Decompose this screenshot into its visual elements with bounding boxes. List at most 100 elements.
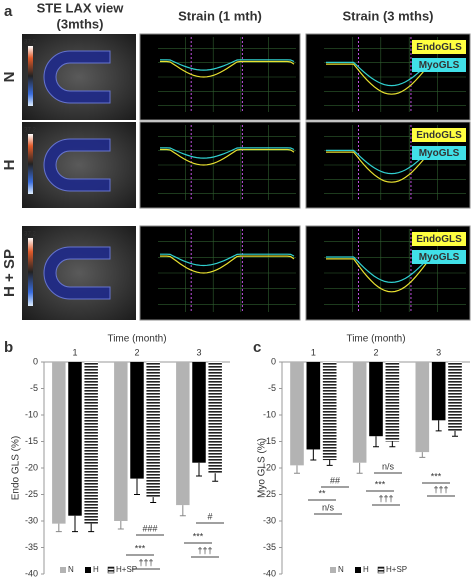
bar <box>385 362 400 442</box>
myocardium <box>43 246 111 300</box>
y-tick-label: -10 <box>25 409 38 419</box>
legend-label: N <box>68 565 74 574</box>
myo-curve <box>160 253 295 267</box>
y-tick-label: -40 <box>25 568 38 578</box>
bar <box>114 362 128 521</box>
significance: ††† <box>197 545 212 555</box>
legend-label: MyoGLS <box>419 252 460 263</box>
error-bar <box>326 460 333 466</box>
legend-swatch <box>377 566 385 574</box>
endo-curve <box>160 60 295 78</box>
y-tick-label: -30 <box>25 515 38 525</box>
significance: *** <box>375 479 386 489</box>
bar <box>306 362 321 450</box>
significance: *** <box>193 531 204 541</box>
legend-box <box>412 232 466 246</box>
y-tick-label: -15 <box>25 436 38 446</box>
y-tick-label: -35 <box>25 542 38 552</box>
x-axis-title: Time (month) <box>346 334 405 345</box>
legend-swatch <box>355 567 361 573</box>
error-bar <box>419 452 426 458</box>
significance: n/s <box>322 502 335 512</box>
bar <box>130 362 144 479</box>
panel-letter: c <box>253 339 261 356</box>
colorbar-label: 37.2 <box>24 128 36 134</box>
bar <box>176 362 190 506</box>
endo-curve <box>160 255 295 274</box>
row-label: N <box>1 72 18 83</box>
error-bar <box>88 523 95 533</box>
row-label: H + SP <box>1 249 18 297</box>
error-bar <box>134 478 140 495</box>
bar <box>352 362 367 463</box>
legend-label: EndoGLS <box>416 234 462 245</box>
x-tick-label: 2 <box>134 347 139 357</box>
column-header: Strain (1 mth) <box>178 8 262 23</box>
x-tick-label: 3 <box>196 347 201 357</box>
significance: ††† <box>433 484 448 494</box>
error-bar <box>373 436 379 448</box>
legend-swatch <box>107 566 115 574</box>
legend-box <box>412 58 466 72</box>
significance: *** <box>431 471 442 481</box>
error-bar <box>310 449 317 461</box>
legend-box <box>412 128 466 142</box>
column-header: (3mths) <box>57 16 104 31</box>
y-tick-label: -25 <box>25 489 38 499</box>
x-axis-title: Time (month) <box>107 334 166 345</box>
y-tick-label: 0 <box>271 356 276 366</box>
column-header: Strain (3 mths) <box>342 8 433 23</box>
legend-label: H+SP <box>116 565 137 574</box>
y-tick-label: -25 <box>263 489 276 499</box>
y-tick-label: -20 <box>25 462 38 472</box>
significance: n/s <box>382 461 395 471</box>
y-tick-label: -10 <box>263 409 276 419</box>
error-bar <box>212 473 219 482</box>
colorbar <box>28 134 33 194</box>
myocardium <box>43 50 111 104</box>
bar <box>146 362 160 498</box>
legend-box <box>412 40 466 54</box>
bar <box>322 362 337 461</box>
bar <box>415 362 430 453</box>
panel-letter: b <box>4 339 13 356</box>
myo-curve <box>160 147 295 159</box>
legend-label: MyoGLS <box>419 60 460 71</box>
bar <box>84 362 98 524</box>
bar <box>431 362 446 421</box>
error-bar <box>179 505 186 517</box>
y-tick-label: -5 <box>268 383 276 393</box>
error-bar <box>389 441 396 448</box>
y-axis-title: Endo GLS (%) <box>11 436 22 500</box>
legend-label: EndoGLS <box>416 130 462 141</box>
significance: # <box>207 511 212 521</box>
error-bar <box>117 521 124 530</box>
bar <box>68 362 82 516</box>
y-tick-label: -30 <box>263 515 276 525</box>
y-tick-label: -35 <box>263 542 276 552</box>
error-bar <box>196 462 202 477</box>
significance: ††† <box>378 493 393 503</box>
error-bar <box>150 497 157 503</box>
error-bar <box>452 430 459 437</box>
panel-letter: a <box>4 3 13 20</box>
echo-image <box>22 34 136 120</box>
colorbar <box>28 238 33 306</box>
legend-label: MyoGLS <box>419 148 460 159</box>
error-bar <box>356 462 363 474</box>
row-label: H <box>1 160 18 171</box>
x-tick-label: 1 <box>311 347 316 357</box>
legend-swatch <box>60 567 66 573</box>
bar <box>52 362 66 524</box>
colorbar-label: 37.2 <box>24 232 36 238</box>
error-bar <box>72 515 78 533</box>
error-bar <box>435 420 442 432</box>
legend-swatch <box>330 567 336 573</box>
endo-curve <box>160 148 295 166</box>
bar <box>369 362 383 437</box>
x-tick-label: 3 <box>436 347 441 357</box>
colorbar-label: 37.2 <box>24 40 36 46</box>
y-axis-title: Myo GLS (%) <box>257 438 268 498</box>
legend-swatch <box>85 567 91 573</box>
